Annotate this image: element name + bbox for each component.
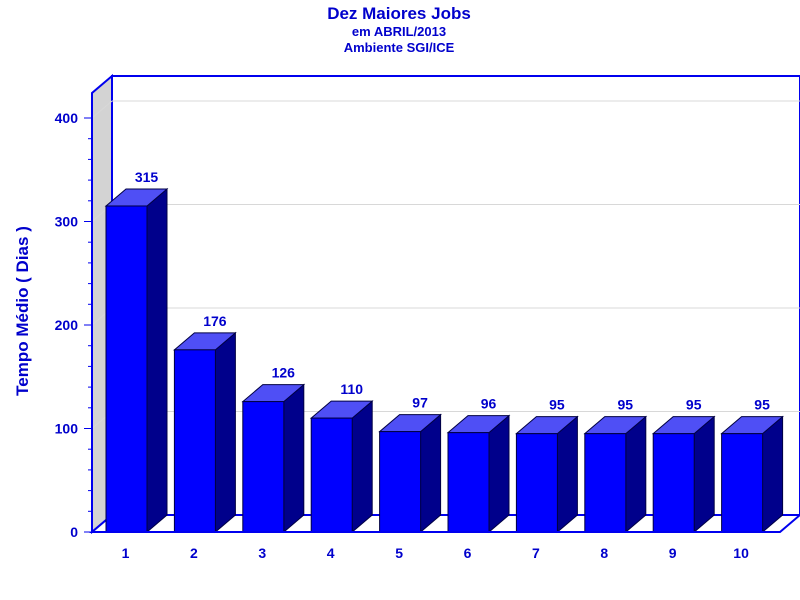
y-tick-label: 300 — [55, 214, 79, 230]
bar-side — [146, 187, 168, 534]
bar-side — [283, 383, 305, 534]
data-label: 97 — [412, 395, 428, 411]
data-label: 96 — [481, 396, 497, 412]
bar — [447, 432, 490, 533]
chart-subtitle-line-2: Ambiente SGI/ICE — [344, 40, 455, 55]
bar — [173, 349, 216, 533]
x-tick-label: 8 — [600, 545, 608, 561]
bar — [515, 433, 558, 533]
bar-side — [214, 331, 236, 534]
bar-side — [762, 415, 784, 534]
x-tick-label: 7 — [532, 545, 540, 561]
bar-side — [556, 415, 578, 534]
y-tick-label: 0 — [70, 524, 78, 540]
x-tick-label: 3 — [258, 545, 266, 561]
x-tick-label: 10 — [733, 545, 749, 561]
bar — [310, 417, 353, 533]
data-label: 110 — [340, 381, 363, 397]
data-label: 126 — [272, 365, 296, 381]
x-tick-label: 9 — [669, 545, 677, 561]
bar — [379, 431, 422, 533]
chart-title: Dez Maiores Jobs — [327, 4, 471, 23]
bar-side — [351, 400, 373, 534]
bar — [652, 433, 695, 533]
x-tick-label: 5 — [395, 545, 403, 561]
y-tick-label: 400 — [55, 110, 79, 126]
bar — [242, 401, 285, 533]
x-tick-label: 2 — [190, 545, 198, 561]
plot-area: 0 100 200 300 400 315 1 176 2 126 3 110 4 97 5 96 6 95 7 95… — [55, 73, 800, 561]
data-label: 176 — [203, 313, 227, 329]
chart-subtitle-line-1: em ABRIL/2013 — [352, 24, 446, 39]
y-axis-label: Tempo Médio ( Dias ) — [13, 226, 32, 396]
gridline-side — [91, 100, 113, 119]
bar — [584, 433, 627, 533]
bar — [721, 433, 764, 533]
x-tick-label: 6 — [464, 545, 472, 561]
bar-side — [625, 415, 647, 534]
data-label: 95 — [686, 397, 702, 413]
y-tick-label: 200 — [55, 317, 79, 333]
data-label: 95 — [549, 397, 565, 413]
data-label: 95 — [618, 397, 634, 413]
data-label: 315 — [135, 169, 159, 185]
y-tick-label: 100 — [55, 421, 79, 437]
bar-side — [488, 414, 510, 534]
data-label: 95 — [754, 397, 770, 413]
bar-side — [420, 413, 442, 534]
bar-side — [693, 415, 715, 534]
bar — [105, 205, 148, 533]
x-tick-label: 1 — [122, 545, 130, 561]
x-tick-label: 4 — [327, 545, 335, 561]
